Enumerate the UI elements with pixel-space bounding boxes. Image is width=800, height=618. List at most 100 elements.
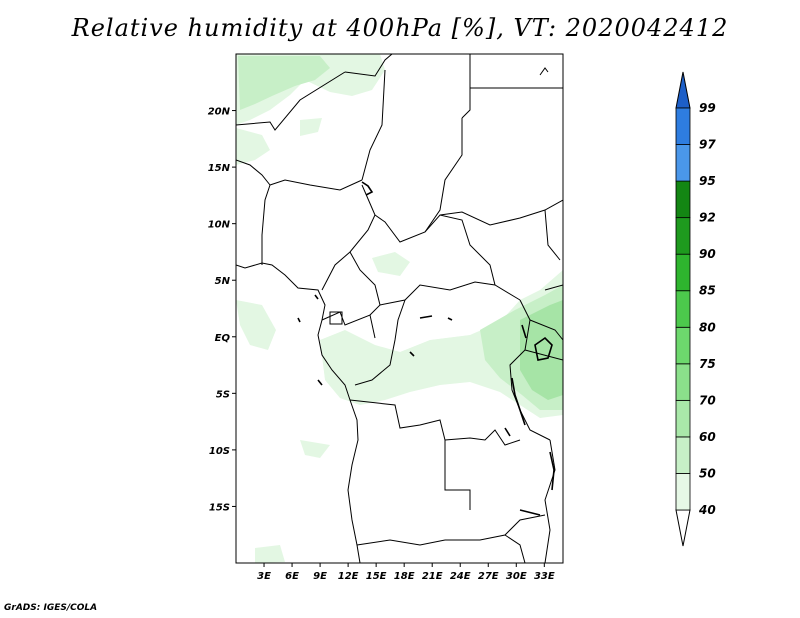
lake-chad bbox=[361, 181, 374, 196]
border-burkina bbox=[236, 159, 271, 186]
border-zambia-zimbabwe bbox=[445, 514, 546, 541]
river-segment-2 bbox=[447, 317, 453, 321]
border-drc-angola bbox=[349, 399, 446, 441]
colorbar-level-label: 60 bbox=[699, 430, 716, 444]
colorbar-swatch bbox=[675, 144, 691, 182]
lat-tick-label: 15S bbox=[209, 502, 230, 513]
lon-tick-label: 33E bbox=[534, 571, 555, 582]
humidity-area-chad bbox=[300, 118, 322, 136]
lat-tick-label: 10N bbox=[208, 220, 231, 231]
humidity-area-cameroon bbox=[372, 252, 410, 276]
colorbar-swatch bbox=[675, 436, 691, 474]
longitude-axis: 3E 6E 9E 12E 15E 18E 21E 24E 27E 30E 33E bbox=[257, 563, 555, 582]
colorbar-level-label: 70 bbox=[699, 393, 716, 407]
island-sao-tome bbox=[297, 317, 301, 323]
humidity-area-west bbox=[236, 128, 270, 165]
humidity-area-rift-core bbox=[520, 300, 563, 400]
lon-tick-label: 24E bbox=[450, 571, 471, 582]
lon-tick-label: 18E bbox=[394, 571, 415, 582]
colorbar-level-label: 95 bbox=[699, 174, 716, 188]
lake-mweru bbox=[504, 427, 511, 437]
river-segment-4 bbox=[317, 379, 323, 386]
colorbar-swatch bbox=[675, 217, 691, 255]
credit-text: GrADS: IGES/COLA bbox=[4, 603, 98, 613]
colorbar-swatch bbox=[675, 399, 691, 438]
border-mozambique bbox=[504, 534, 526, 563]
border-malawi bbox=[544, 439, 556, 563]
border-drc-zambia bbox=[444, 429, 521, 446]
colorbar-level-label: 99 bbox=[699, 101, 716, 115]
lat-tick-label: 10S bbox=[209, 446, 230, 457]
island-bioko bbox=[314, 294, 319, 300]
colorbar-bottom-triangle bbox=[675, 509, 691, 547]
colorbar-level-label: 80 bbox=[699, 320, 716, 334]
humidity-area-gulf bbox=[236, 300, 276, 350]
map-frame bbox=[235, 53, 564, 564]
lat-tick-label: EQ bbox=[215, 333, 231, 344]
colorbar-top-triangle bbox=[675, 71, 691, 109]
colorbar-level-label: 75 bbox=[699, 357, 716, 371]
border-libya-egypt bbox=[461, 54, 471, 119]
lake-albert bbox=[521, 324, 527, 339]
border-nigeria-cameroon bbox=[321, 184, 376, 291]
coastline-west-africa bbox=[236, 262, 361, 563]
border-niger-chad bbox=[361, 69, 386, 181]
colorbar-swatch bbox=[675, 253, 691, 292]
colorbar-swatch bbox=[675, 473, 691, 511]
colorbar: 40 50 60 70 75 80 85 90 92 95 97 99 bbox=[675, 71, 716, 547]
border-gabon-congo bbox=[321, 311, 376, 339]
colorbar-level-label: 85 bbox=[699, 284, 716, 298]
lon-tick-label: 12E bbox=[338, 571, 359, 582]
border-kenya bbox=[544, 284, 563, 291]
river-segment-1 bbox=[419, 315, 433, 319]
border-car-drc bbox=[379, 281, 521, 306]
lat-tick-label: 15N bbox=[208, 163, 231, 174]
lake-malawi bbox=[549, 451, 555, 491]
border-angola-namibia bbox=[356, 539, 446, 546]
border-cameroon-car bbox=[349, 251, 381, 316]
lon-tick-label: 6E bbox=[285, 571, 299, 582]
border-sudan-ss bbox=[439, 199, 563, 226]
humidity-area-congo-basin bbox=[320, 270, 563, 418]
colorbar-swatch bbox=[675, 290, 691, 328]
border-east-rift bbox=[509, 299, 551, 441]
lat-tick-label: 20N bbox=[208, 107, 231, 118]
colorbar-swatch bbox=[675, 363, 691, 401]
border-tanzania bbox=[524, 349, 563, 361]
border-uganda bbox=[529, 319, 563, 341]
lon-tick-label: 15E bbox=[366, 571, 387, 582]
border-ss-east bbox=[544, 209, 561, 261]
border-chad-sudan bbox=[424, 118, 463, 233]
lon-tick-label: 9E bbox=[313, 571, 327, 582]
colorbar-level-label: 40 bbox=[698, 503, 716, 517]
lake-victoria bbox=[534, 336, 553, 361]
border-benin bbox=[261, 184, 271, 265]
border-algeria-libya bbox=[344, 54, 393, 77]
colorbar-swatch bbox=[675, 326, 691, 365]
coast-red-sea bbox=[539, 67, 549, 76]
lat-tick-label: 5N bbox=[215, 276, 231, 287]
humidity-area-angola-coast bbox=[300, 440, 330, 458]
border-congo-drc bbox=[354, 299, 406, 386]
colorbar-level-label: 92 bbox=[699, 211, 716, 225]
colorbar-swatch bbox=[675, 180, 691, 219]
colorbar-level-label: 97 bbox=[699, 138, 716, 152]
border-niger-nigeria bbox=[269, 179, 363, 191]
river-segment-3 bbox=[409, 351, 415, 357]
colorbar-level-label: 90 bbox=[699, 247, 716, 261]
border-mali-niger bbox=[236, 71, 346, 131]
colorbar-swatch bbox=[675, 107, 691, 145]
humidity-area-sahara-north-core bbox=[238, 56, 330, 110]
humidity-area-south bbox=[255, 545, 285, 563]
lakes bbox=[297, 181, 555, 516]
border-angola-zambia bbox=[444, 440, 471, 510]
colorbar-level-label: 50 bbox=[699, 466, 716, 480]
lon-tick-label: 3E bbox=[257, 571, 271, 582]
lake-kariba bbox=[519, 509, 541, 516]
latitude-axis: 20N 15N 10N 5N EQ 5S 10S 15S bbox=[208, 107, 236, 513]
humidity-shading bbox=[236, 54, 563, 563]
lake-tanganyika bbox=[511, 377, 526, 426]
lat-tick-label: 5S bbox=[216, 389, 230, 400]
lon-tick-label: 27E bbox=[478, 571, 499, 582]
